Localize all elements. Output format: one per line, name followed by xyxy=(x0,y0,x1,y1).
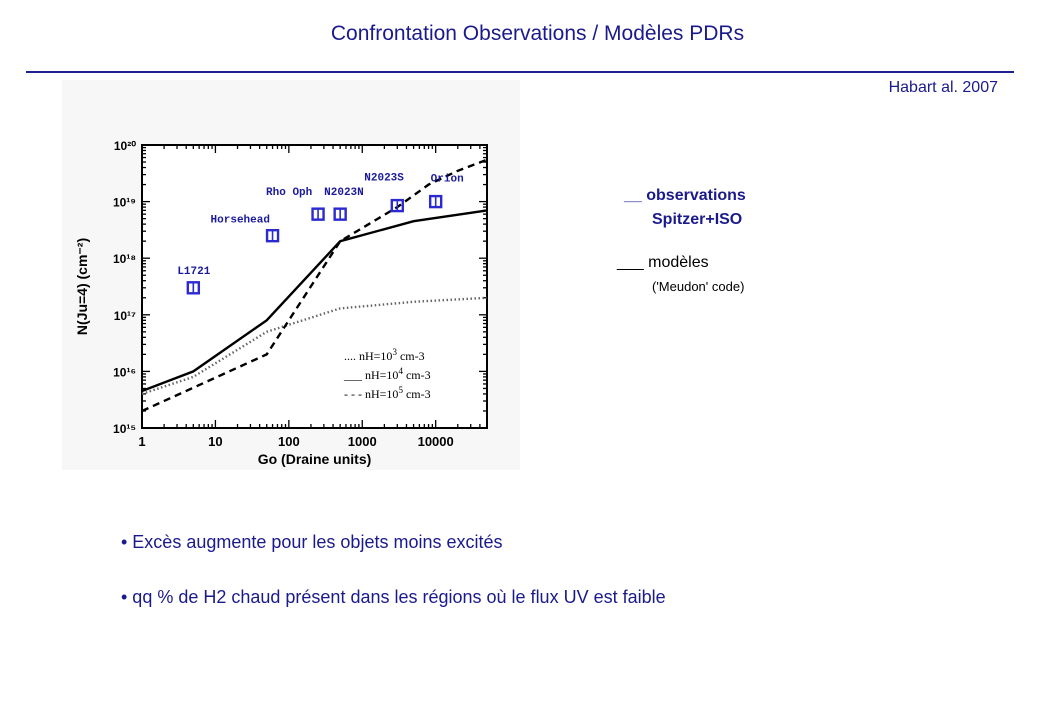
observation-label: Rho Oph xyxy=(266,187,312,199)
observation-label: N2023S xyxy=(364,173,404,185)
x-tick-label: 1 xyxy=(138,434,145,449)
observation-label: Orion xyxy=(431,174,464,186)
y-tick-label: 10¹⁷ xyxy=(114,309,136,323)
model-curve-dotted xyxy=(141,296,488,396)
bullet-point-2: • qq % de H2 chaud présent dans les régi… xyxy=(121,587,666,607)
reference-citation: Habart al. 2007 xyxy=(888,79,998,96)
x-axis-label: Go (Draine units) xyxy=(258,451,372,467)
bullet-point-1: • Excès augmente pour les objets moins e… xyxy=(121,532,503,552)
y-tick-label: 10²⁰ xyxy=(114,139,136,153)
observation-label: N2023N xyxy=(324,187,364,199)
x-tick-label: 1000 xyxy=(348,434,377,449)
y-tick-label: 10¹⁵ xyxy=(113,422,136,436)
legend-observations-source: Spitzer+ISO xyxy=(652,211,743,228)
x-tick-label: 10 xyxy=(208,434,222,449)
observation-label: Horsehead xyxy=(211,215,270,227)
y-axis-label: N(Ju=4) (cm⁻²) xyxy=(74,238,90,335)
model-legend-entry: .... nH=103 cm-3 xyxy=(344,347,425,363)
x-tick-label: 100 xyxy=(278,434,300,449)
model-legend-entry: ___ nH=104 cm-3 xyxy=(343,366,431,382)
title-divider xyxy=(26,71,1014,73)
observation-label: L1721 xyxy=(177,266,210,278)
x-tick-label: 10000 xyxy=(418,434,454,449)
model-legend-entry: - - - nH=105 cm-3 xyxy=(344,385,431,401)
y-tick-label: 10¹⁶ xyxy=(113,365,136,379)
y-tick-label: 10¹⁸ xyxy=(113,252,136,266)
y-tick-label: 10¹⁹ xyxy=(113,196,136,210)
legend-observations: __ observations xyxy=(624,187,746,204)
slide-title: Confrontation Observations / Modèles PDR… xyxy=(330,22,745,45)
legend-models-code: ('Meudon' code) xyxy=(652,279,745,294)
legend-models: ___ modèles xyxy=(617,254,709,271)
column-density-chart: 1 10 100 1000 10000 10¹⁵ 10¹⁶ 10¹⁷ 10¹⁸ 10¹⁹ 10²⁰ G… xyxy=(74,139,488,467)
model-curve-solid xyxy=(141,209,488,393)
